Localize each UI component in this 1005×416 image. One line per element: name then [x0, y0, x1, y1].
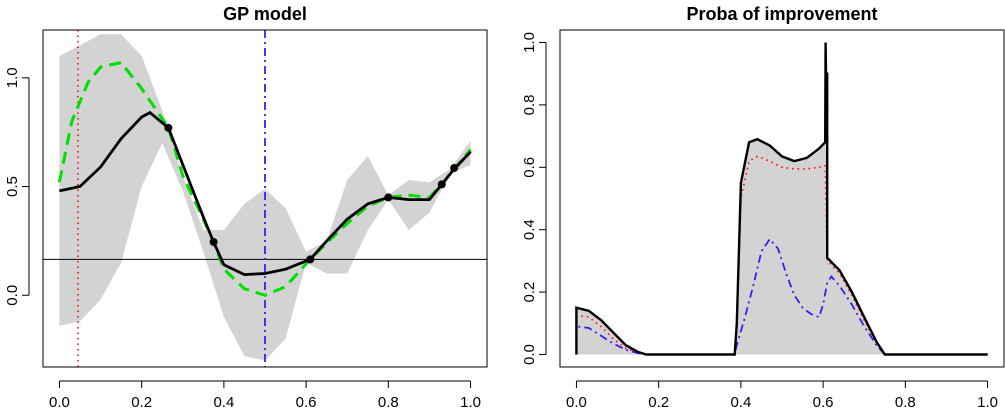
plot-area: [575, 42, 988, 356]
observation-point: [384, 193, 393, 202]
x-tick-label: 0.4: [213, 394, 234, 411]
x-tick-label: 0.4: [730, 394, 751, 411]
observation-point: [209, 237, 218, 246]
x-tick-label: 0.6: [813, 394, 834, 411]
x-tick-label: 1.0: [460, 394, 481, 411]
y-tick-label: 1.0: [521, 32, 538, 53]
proba-panel: Proba of improvement 0.0 0.2 0.4 0.6 0.8 1.0 …: [521, 4, 1005, 411]
x-axis: 0.0 0.2 0.4 0.6 0.8 1.0: [49, 380, 481, 411]
y-tick-label: 0.5: [4, 176, 21, 197]
observation-point: [306, 255, 315, 264]
observation-point: [437, 180, 446, 189]
y-tick-label: 0.0: [521, 344, 538, 365]
x-tick-label: 0.6: [296, 394, 317, 411]
plot-frame: [42, 29, 488, 368]
observation-point: [164, 123, 173, 132]
y-tick-label: 0.4: [521, 219, 538, 240]
y-tick-label: 0.2: [521, 282, 538, 303]
gp-model-panel: GP model 0.0 0.2 0.4 0.6 0.8 1.0 0.0 0.5 1.0: [4, 4, 488, 411]
probability-blue-line: [575, 237, 988, 356]
y-axis: 0.0 0.5 1.0: [4, 67, 30, 306]
x-tick-label: 0.2: [648, 394, 669, 411]
probability-fill: [576, 42, 988, 355]
plot-area: [43, 30, 487, 367]
chart-title: Proba of improvement: [686, 4, 877, 24]
y-tick-label: 1.0: [4, 67, 21, 88]
probability-black-line: [575, 42, 988, 356]
observation-point: [450, 164, 459, 173]
chart-title: GP model: [223, 4, 307, 24]
plot-content: [43, 30, 487, 367]
x-tick-label: 0.2: [131, 394, 152, 411]
y-tick-label: 0.0: [4, 285, 21, 306]
x-tick-label: 0.8: [895, 394, 916, 411]
y-axis: 0.0 0.2 0.4 0.6 0.8 1.0: [521, 32, 547, 365]
y-tick-label: 0.6: [521, 157, 538, 178]
plot-frame: [559, 29, 1005, 368]
x-tick-label: 0.0: [566, 394, 587, 411]
x-tick-label: 1.0: [977, 394, 998, 411]
x-tick-label: 0.0: [49, 394, 70, 411]
x-axis: 0.0 0.2 0.4 0.6 0.8 1.0: [566, 380, 998, 411]
gp-mean-line: [59, 110, 472, 277]
x-tick-label: 0.8: [378, 394, 399, 411]
y-tick-label: 0.8: [521, 94, 538, 115]
true-function-line: [57, 60, 472, 297]
